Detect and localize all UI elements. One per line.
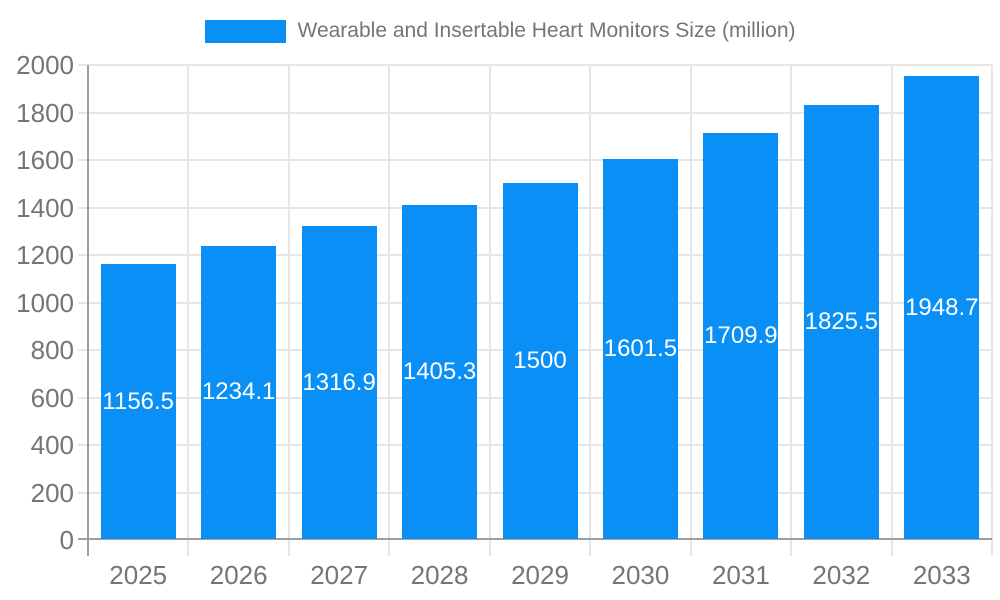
bar-value-label: 1156.5: [102, 387, 175, 415]
bar-value-label: 1405.3: [402, 358, 477, 386]
v-gridline: [388, 65, 391, 556]
bar-2025[interactable]: [100, 264, 176, 539]
y-tick-label: 0: [59, 525, 74, 555]
x-tick-label: 2031: [711, 560, 770, 590]
x-tick-label: 2032: [812, 560, 871, 590]
bar-2026[interactable]: [201, 245, 277, 539]
x-tick-label: 2028: [410, 560, 469, 590]
bar-value-label: 1601.5: [603, 334, 678, 362]
bar-value-label: 1500: [513, 346, 567, 374]
bar-2029[interactable]: [502, 182, 578, 539]
v-gridline: [689, 65, 692, 556]
x-tick-label: 2029: [511, 560, 569, 590]
x-tick-label: 2026: [209, 560, 268, 590]
v-gridline: [287, 65, 290, 556]
bar-value-label: 1234.1: [201, 378, 276, 406]
v-gridline: [991, 65, 993, 556]
bar-2032[interactable]: [803, 105, 879, 539]
y-tick-label: 400: [30, 430, 74, 460]
legend-label: Wearable and Insertable Heart Monitors S…: [297, 19, 796, 42]
y-tick-label: 200: [30, 477, 74, 508]
y-tick-label: 1400: [16, 192, 74, 223]
y-tick-label: 1200: [16, 240, 74, 270]
x-tick-label: 2030: [611, 560, 670, 590]
bar-2030[interactable]: [602, 158, 678, 539]
v-gridline: [488, 65, 491, 556]
v-gridline: [589, 65, 592, 556]
y-tick-label: 1000: [16, 287, 74, 318]
x-tick-label: 2033: [912, 560, 971, 590]
legend-swatch: [204, 19, 286, 43]
bar-2027[interactable]: [301, 226, 377, 539]
h-gridline: [78, 111, 992, 114]
y-axis-line: [87, 65, 89, 556]
x-axis-line: [78, 538, 992, 540]
y-tick-label: 2000: [16, 50, 74, 80]
bar-2031[interactable]: [703, 132, 779, 539]
v-gridline: [187, 65, 190, 556]
h-gridline: [78, 64, 992, 66]
h-gridline: [78, 159, 992, 161]
y-tick-label: 600: [30, 382, 74, 413]
x-tick-label: 2027: [310, 560, 369, 590]
v-gridline: [790, 65, 793, 556]
y-tick-label: 1800: [16, 97, 74, 128]
x-tick-label: 2025: [109, 560, 168, 590]
bar-2033[interactable]: [904, 76, 980, 539]
v-gridline: [890, 65, 893, 556]
bar-value-label: 1948.7: [905, 293, 979, 321]
y-tick-label: 1600: [16, 145, 74, 175]
y-tick-label: 800: [30, 335, 74, 365]
bar-value-label: 1316.9: [302, 368, 376, 396]
bar-value-label: 1825.5: [804, 308, 879, 336]
chart-legend: Wearable and Insertable Heart Monitors S…: [0, 19, 1000, 43]
bar-value-label: 1709.9: [704, 321, 778, 349]
bar-2028[interactable]: [402, 205, 478, 539]
